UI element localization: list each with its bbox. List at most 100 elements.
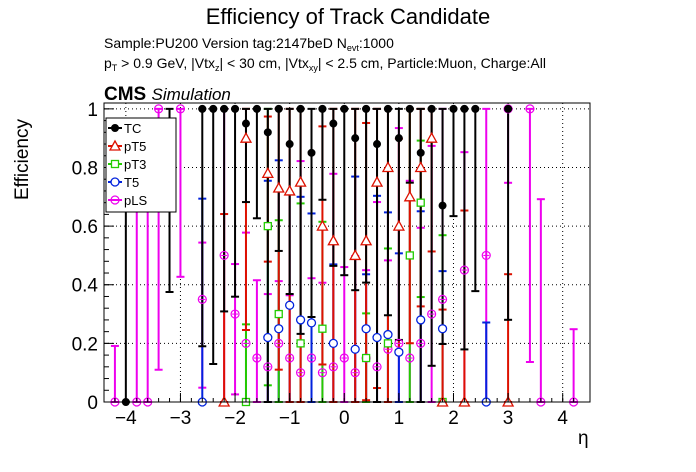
pls-marker-ring bbox=[339, 353, 349, 363]
cms-text: CMS bbox=[104, 84, 147, 105]
pt5-point bbox=[327, 234, 340, 246]
pls-marker-ring bbox=[306, 353, 317, 363]
x-tick-label: −1 bbox=[279, 408, 301, 429]
chart-title: Efficiency of Track Candidate bbox=[205, 4, 491, 29]
pls-marker-ring bbox=[405, 353, 415, 363]
pt5-point bbox=[316, 219, 329, 231]
x-tick-label: −3 bbox=[170, 408, 192, 429]
tc-point bbox=[504, 104, 513, 113]
cms-label: CMS Simulation bbox=[104, 84, 231, 106]
pls-point bbox=[350, 368, 360, 378]
t5-point bbox=[328, 338, 338, 349]
pls-point bbox=[274, 338, 284, 348]
cut-a: > 0.9 GeV, |Vtx bbox=[117, 55, 215, 71]
pls-marker-ring bbox=[427, 309, 437, 319]
pt5-point bbox=[261, 167, 274, 179]
tc-point bbox=[220, 104, 229, 113]
pt3-point bbox=[263, 221, 272, 231]
pls-marker-ring bbox=[154, 104, 164, 114]
tc-point bbox=[438, 201, 447, 210]
pls-marker-ring bbox=[394, 338, 404, 348]
tc-point bbox=[373, 140, 382, 149]
x-axis-label: η bbox=[578, 428, 589, 449]
pls-marker-ring bbox=[416, 338, 426, 348]
cut-a-sub: z bbox=[214, 63, 220, 73]
pls-point bbox=[427, 309, 437, 319]
tc-point bbox=[362, 104, 371, 113]
cut-p-sub: T bbox=[111, 63, 118, 73]
pt5-point bbox=[403, 190, 416, 202]
pls-marker-ring bbox=[197, 294, 207, 305]
pt5-point bbox=[370, 175, 384, 187]
cut-b-sub: xy bbox=[308, 63, 318, 73]
tc-point bbox=[460, 104, 469, 113]
pls-marker-ring bbox=[219, 250, 229, 261]
pls-point bbox=[175, 104, 186, 114]
tc-point bbox=[111, 124, 119, 132]
pls-marker-ring bbox=[110, 195, 120, 205]
t5-point bbox=[110, 177, 120, 187]
legend-label: pLS bbox=[124, 193, 147, 208]
sample-info: Sample:PU200 Version tag:2147beD Nevt:10… bbox=[104, 35, 394, 53]
y-tick-label: 0.8 bbox=[72, 158, 98, 179]
pls-point bbox=[285, 353, 295, 363]
x-tick-label: 4 bbox=[557, 408, 568, 429]
pls-point bbox=[219, 250, 229, 261]
cut-b: | < 30 cm, |Vtx bbox=[219, 55, 309, 71]
pls-point bbox=[154, 104, 164, 114]
x-tick-label: −2 bbox=[224, 408, 246, 429]
tc-point bbox=[416, 148, 425, 157]
pls-marker-ring bbox=[285, 353, 295, 363]
pls-marker-ring bbox=[328, 362, 338, 372]
tc-point bbox=[351, 134, 360, 143]
pls-point bbox=[295, 368, 306, 378]
pt5-point bbox=[239, 131, 253, 143]
t5-point bbox=[372, 332, 382, 343]
tc-point bbox=[296, 104, 305, 113]
t5-point bbox=[350, 344, 360, 354]
pls-marker-ring bbox=[350, 368, 360, 378]
pt3-point bbox=[405, 251, 414, 260]
t5-point bbox=[285, 300, 295, 310]
pls-marker-ring bbox=[525, 104, 535, 114]
t5-point bbox=[416, 315, 426, 325]
cut-c: | < 2.5 cm, Particle:Muon, Charge:All bbox=[317, 55, 546, 71]
tc-point bbox=[329, 119, 338, 128]
pt5-point bbox=[349, 249, 362, 261]
sample-count: :1000 bbox=[358, 35, 394, 51]
pls-marker-ring bbox=[459, 265, 470, 275]
tc-point bbox=[285, 140, 294, 149]
pls-point bbox=[328, 362, 338, 372]
pt3-point bbox=[383, 339, 393, 348]
cut-p: p bbox=[104, 55, 112, 71]
pls-point bbox=[481, 250, 491, 261]
tc-point bbox=[241, 119, 250, 128]
x-tick-label: 2 bbox=[448, 408, 459, 429]
tc-point bbox=[471, 104, 480, 113]
pt5-point bbox=[360, 234, 373, 246]
tc-point bbox=[274, 104, 283, 113]
legend-label: TC bbox=[124, 121, 141, 136]
pt5-point bbox=[425, 131, 438, 143]
pls-point bbox=[394, 338, 404, 348]
y-tick-label: 0.6 bbox=[72, 217, 98, 238]
pls-point bbox=[252, 353, 262, 363]
pls-marker-ring bbox=[230, 309, 240, 319]
pt3-point bbox=[318, 324, 327, 333]
pls-marker-ring bbox=[274, 338, 284, 348]
tc-point bbox=[209, 104, 218, 113]
y-axis-label: Efficiency bbox=[12, 119, 33, 200]
y-tick-label: 0.4 bbox=[72, 276, 99, 297]
pls-marker-ring bbox=[317, 368, 328, 378]
grid bbox=[104, 103, 590, 403]
sample-subscript: evt bbox=[346, 43, 359, 53]
legend-label: pT3 bbox=[124, 157, 146, 172]
pls-marker-ring bbox=[252, 353, 262, 363]
tc-point bbox=[405, 104, 414, 113]
pt5-point bbox=[381, 161, 395, 173]
pt3-point bbox=[416, 198, 425, 207]
t5-point bbox=[295, 315, 306, 325]
pls-point bbox=[416, 338, 426, 348]
axis-ticks: −4 −3 −2 −1 0 1 2 3 4 0 0.2 0.4 0.6 0.8 1 bbox=[72, 100, 575, 429]
